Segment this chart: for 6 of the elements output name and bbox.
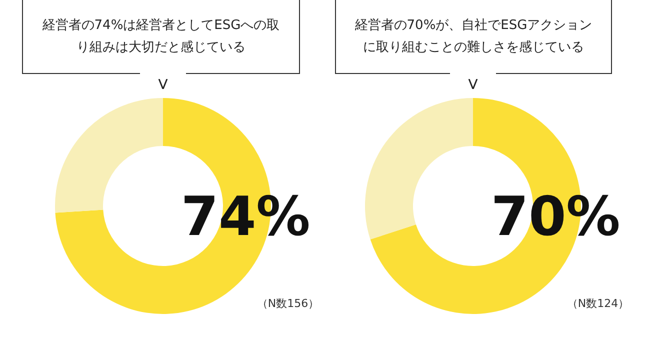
text: （N数124） [566, 297, 630, 310]
donut-slice [365, 98, 473, 240]
chart-title: 経営者の70%が、自社でESGアクションに取り組むことの難しさを感じている [335, 0, 612, 74]
donut-slice [55, 98, 163, 213]
text: （N数156） [256, 297, 320, 310]
chart-title: 経営者の74%は経営者としてESGへの取り組みは大切だと感じている [22, 0, 300, 74]
